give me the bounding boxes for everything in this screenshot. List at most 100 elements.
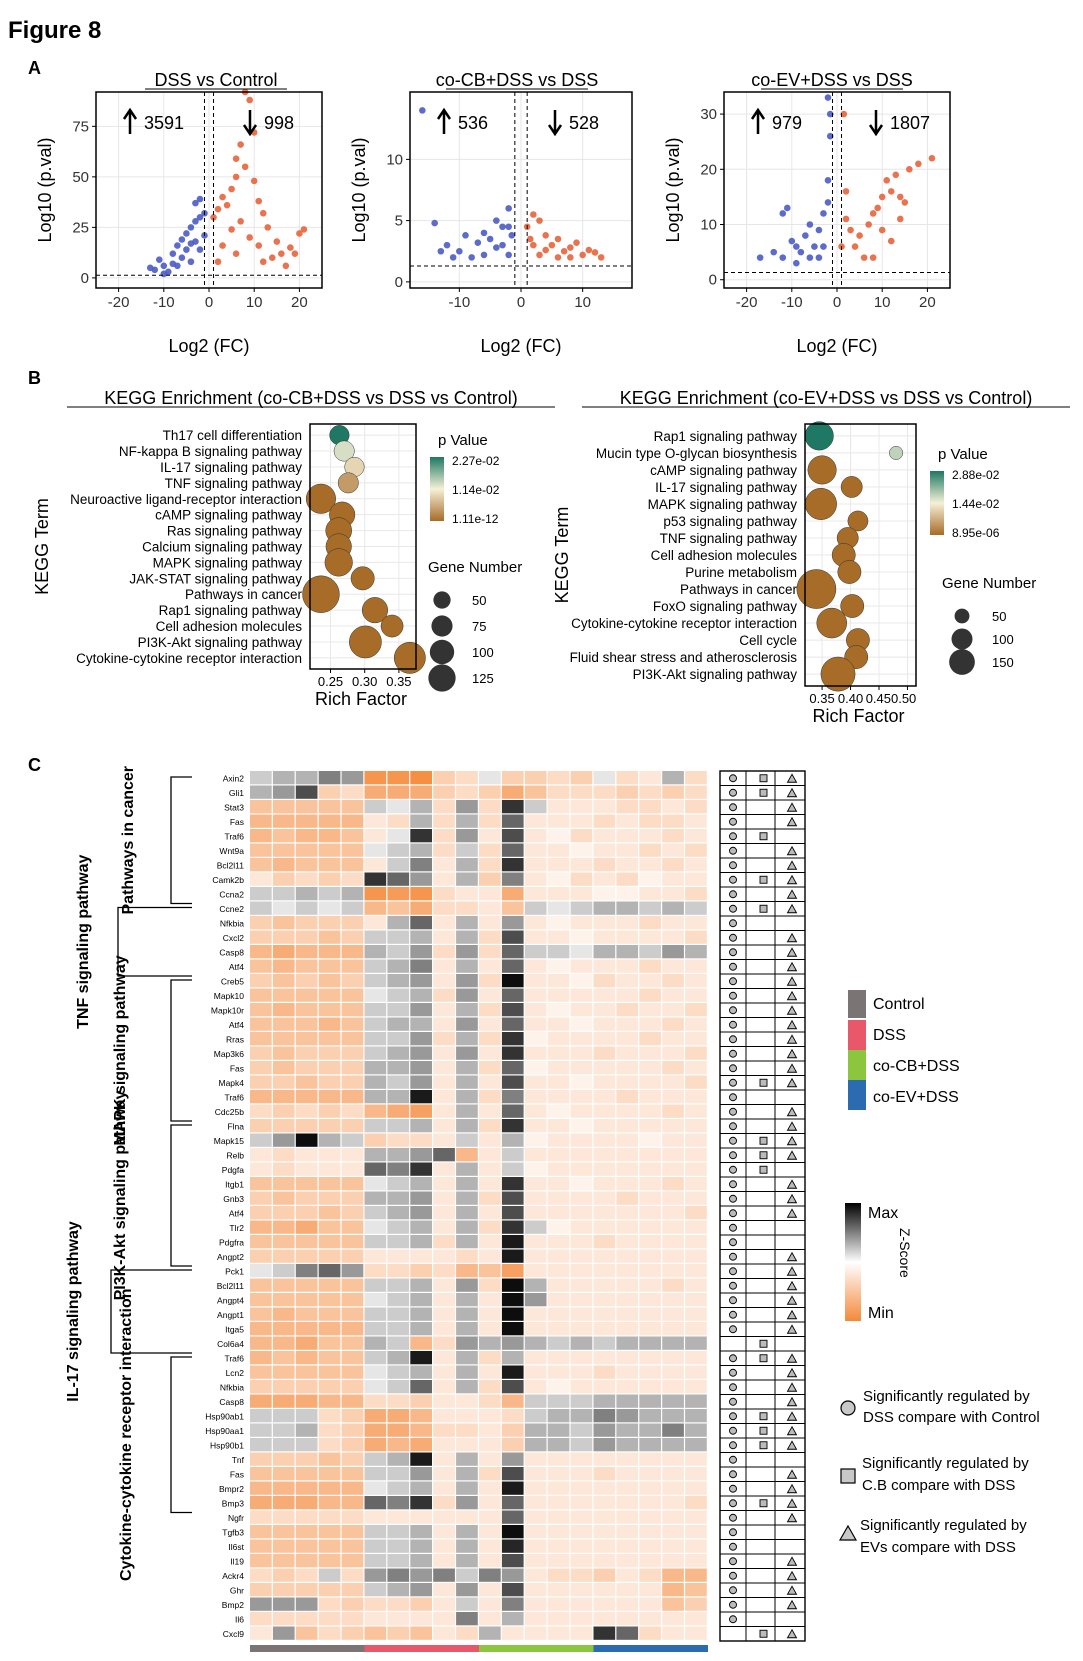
down-regulated-point bbox=[192, 199, 199, 207]
heatmap-cell bbox=[524, 1206, 547, 1220]
heatmap-cell bbox=[433, 1351, 455, 1365]
heatmap-cell bbox=[250, 1394, 272, 1408]
heatmap-cell bbox=[685, 901, 707, 915]
heatmap-cell bbox=[662, 1452, 684, 1466]
heatmap-cell bbox=[662, 1249, 684, 1263]
heatmap-cell bbox=[318, 1133, 341, 1147]
heatmap-cell bbox=[547, 1626, 570, 1640]
sig-circle-icon bbox=[729, 1412, 737, 1421]
heatmap-cell bbox=[387, 1148, 410, 1162]
down-regulated-point bbox=[419, 107, 426, 114]
gene-label: Axin2 bbox=[223, 774, 245, 784]
heatmap-cell bbox=[479, 1612, 501, 1626]
sig-triangle-icon bbox=[786, 1077, 798, 1088]
heatmap-cell bbox=[639, 1249, 661, 1263]
up-regulated-point bbox=[887, 188, 895, 195]
heatmap-cell bbox=[662, 1293, 684, 1307]
heatmap-cell bbox=[685, 1235, 707, 1249]
heatmap-cell bbox=[616, 1090, 639, 1104]
heatmap-cell bbox=[456, 785, 478, 799]
sig-circle-icon bbox=[729, 1615, 737, 1624]
heatmap-cell bbox=[387, 945, 410, 959]
heatmap-cell bbox=[364, 1206, 387, 1220]
heatmap-cell bbox=[501, 1322, 524, 1336]
heatmap-cell bbox=[570, 1467, 593, 1481]
gene-number-legend-circle bbox=[431, 615, 453, 637]
heatmap-cell bbox=[524, 916, 547, 930]
heatmap-cell bbox=[387, 1481, 410, 1495]
gene-label: Fas bbox=[230, 817, 244, 827]
heatmap-cell bbox=[501, 1510, 524, 1524]
heatmap-cell bbox=[524, 1626, 547, 1640]
heatmap-cell bbox=[639, 974, 661, 988]
heatmap-cell bbox=[616, 1046, 639, 1060]
up-regulated-point bbox=[241, 163, 249, 171]
sig-triangle-icon bbox=[786, 816, 798, 827]
heatmap-cell bbox=[524, 1075, 547, 1089]
heatmap-cell bbox=[295, 1177, 318, 1191]
heatmap-cell bbox=[318, 1467, 341, 1481]
kegg-bubble bbox=[324, 548, 353, 577]
heatmap-cell bbox=[433, 785, 455, 799]
heatmap-cell bbox=[433, 1090, 455, 1104]
heatmap-cell bbox=[479, 930, 501, 944]
heatmap-cell bbox=[341, 1003, 364, 1017]
up-regulated-point bbox=[296, 230, 303, 237]
heatmap-cell bbox=[685, 1307, 707, 1321]
heatmap-cell bbox=[570, 858, 593, 872]
heatmap-cell bbox=[250, 988, 272, 1002]
heatmap-cell bbox=[341, 1380, 364, 1394]
down-regulated-point bbox=[146, 264, 154, 272]
heatmap-cell bbox=[685, 988, 707, 1002]
heatmap-cell bbox=[433, 1438, 455, 1452]
heatmap-cell bbox=[295, 1235, 318, 1249]
sig-circle-icon bbox=[729, 1325, 737, 1334]
heatmap-cell bbox=[570, 1235, 593, 1249]
heatmap-cell bbox=[341, 843, 364, 857]
heatmap-cell bbox=[524, 1554, 547, 1568]
heatmap-cell bbox=[479, 959, 501, 973]
heatmap-cell bbox=[410, 1597, 432, 1611]
heatmap-cell bbox=[639, 771, 661, 785]
gene-number-legend-circle bbox=[951, 628, 973, 650]
group-legend: Control DSS co-CB+DSS co-EV+DSS bbox=[848, 990, 960, 1110]
heatmap-cell bbox=[616, 1148, 639, 1162]
sig-triangle-icon bbox=[786, 1048, 798, 1059]
kegg-term-label: Rap1 signaling pathway bbox=[654, 429, 798, 444]
sig-circle-icon bbox=[729, 933, 737, 942]
kegg-term-label: TNF signaling pathway bbox=[660, 531, 798, 546]
panel-label-b: B bbox=[28, 368, 41, 388]
heatmap-cell bbox=[364, 800, 387, 814]
heatmap-cell bbox=[547, 1032, 570, 1046]
down-regulated-point bbox=[178, 254, 186, 261]
up-regulated-point bbox=[255, 197, 263, 205]
heatmap-cell bbox=[685, 1249, 707, 1263]
heatmap-cell bbox=[547, 1017, 570, 1031]
heatmap-cell bbox=[501, 1220, 524, 1234]
heatmap-cell bbox=[410, 1162, 432, 1176]
heatmap-cell bbox=[341, 1409, 364, 1423]
heatmap-cell bbox=[616, 901, 639, 915]
heatmap-cell bbox=[501, 930, 524, 944]
heatmap-cell bbox=[662, 1017, 684, 1031]
heatmap-cell bbox=[364, 1220, 387, 1234]
sig-triangle-icon bbox=[786, 1324, 798, 1334]
heatmap-cell bbox=[524, 1568, 547, 1582]
heatmap-cell bbox=[685, 930, 707, 944]
heatmap-cell bbox=[433, 1612, 455, 1626]
heatmap-cell bbox=[318, 1510, 341, 1524]
heatmap-cell bbox=[318, 1438, 341, 1452]
sig-triangle-icon bbox=[786, 1440, 798, 1450]
sig-triangle-icon bbox=[786, 903, 798, 914]
heatmap-cell bbox=[593, 1090, 616, 1104]
heatmap-cell bbox=[570, 1351, 593, 1365]
heatmap-cell bbox=[479, 1554, 501, 1568]
pathway-bracket bbox=[110, 1269, 192, 1354]
heatmap-cell bbox=[410, 1568, 432, 1582]
gene-label: Traf6 bbox=[224, 832, 244, 842]
sig-triangle-icon bbox=[786, 1396, 798, 1407]
heatmap-cell bbox=[685, 843, 707, 857]
down-regulated-point bbox=[196, 195, 204, 203]
heatmap-cell bbox=[639, 945, 661, 959]
